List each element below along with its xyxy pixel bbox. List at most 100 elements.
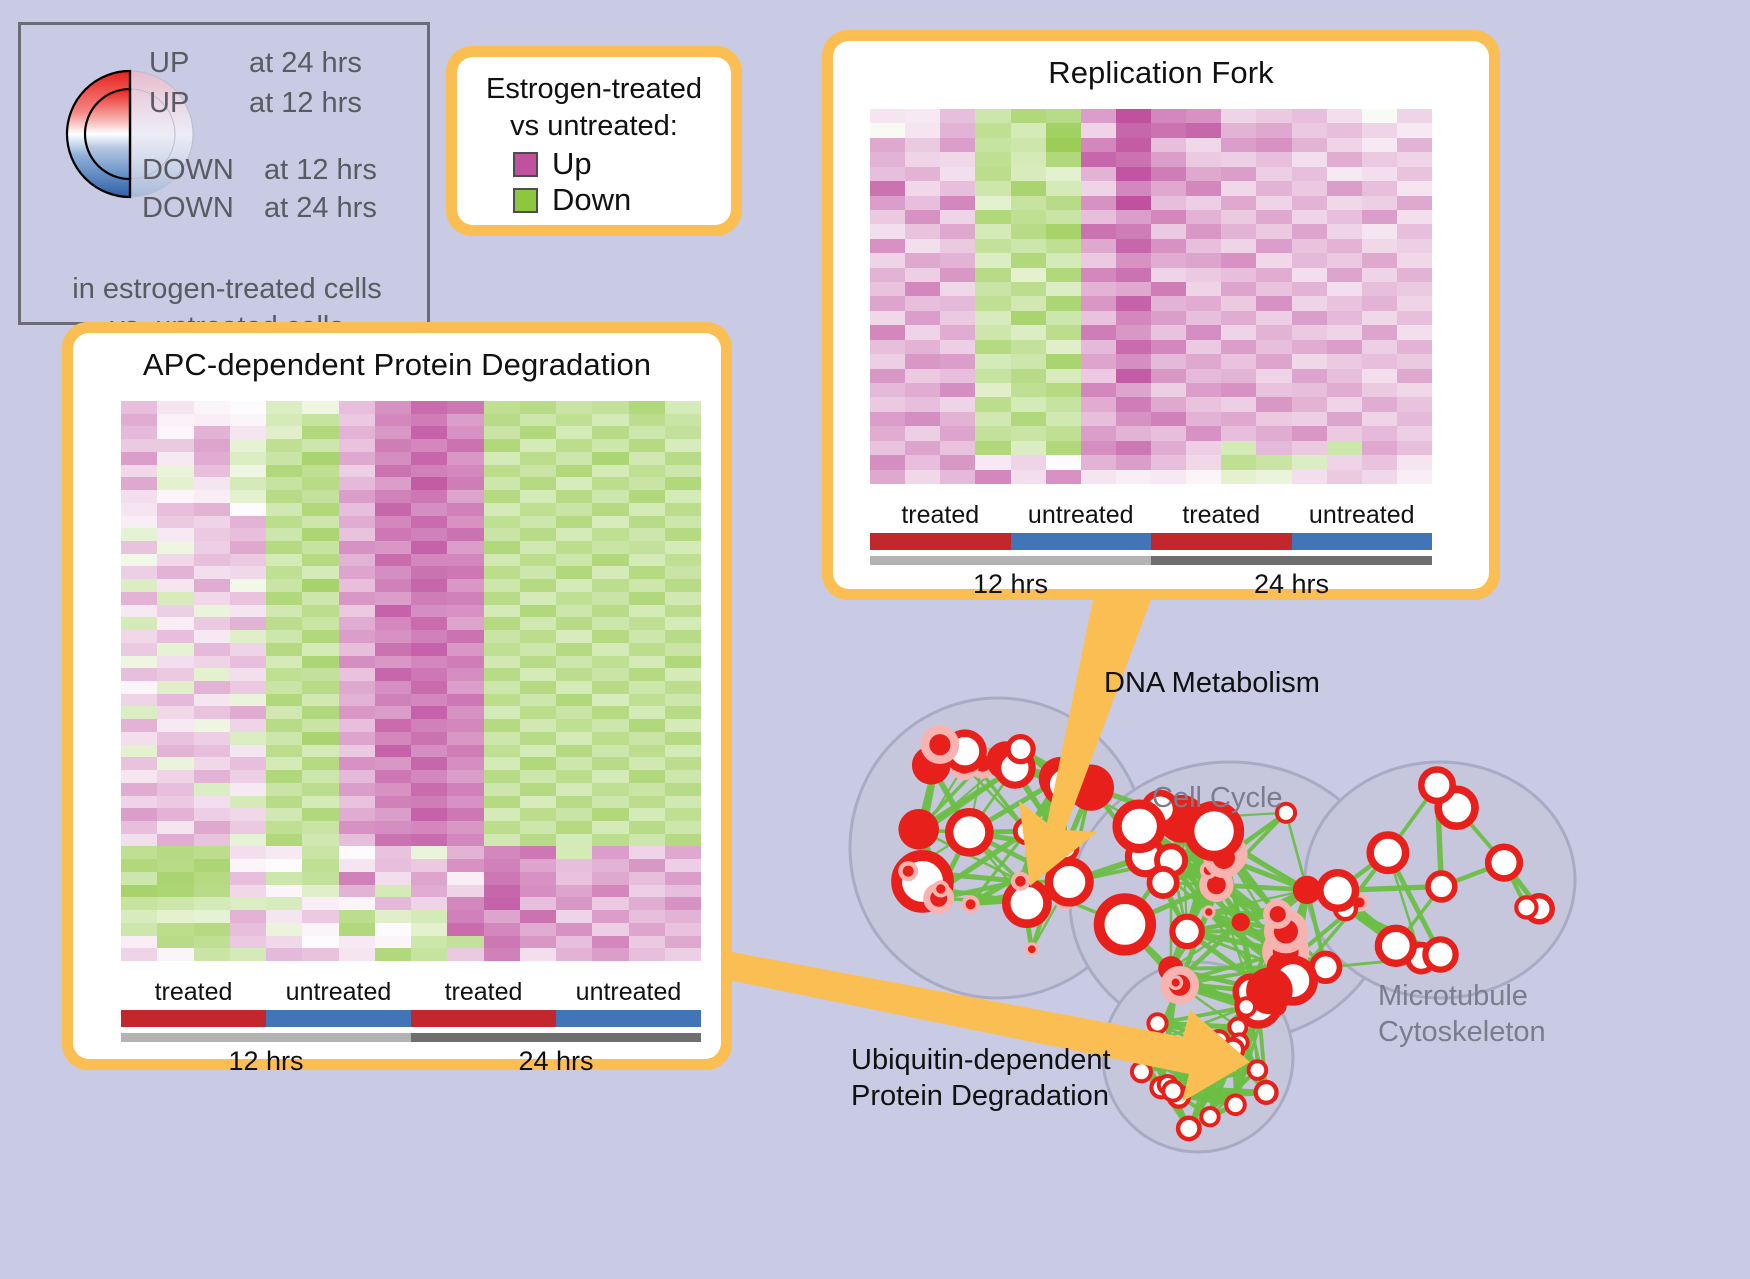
apc-time-labels: 12 hrs 24 hrs xyxy=(121,1046,701,1077)
network-node xyxy=(1316,868,1360,913)
network-node xyxy=(1161,1079,1185,1103)
network-node xyxy=(1292,875,1322,905)
axis-group-label: treated xyxy=(1182,501,1261,529)
axis-group-seg xyxy=(556,1010,701,1027)
axis-group-label: untreated xyxy=(575,978,682,1006)
network-node xyxy=(1207,875,1226,895)
estrogen-legend-title-line2: vs untreated: xyxy=(510,110,678,142)
network-node xyxy=(1005,733,1036,765)
replication-fork-time-labels: 12 hrs 24 hrs xyxy=(870,569,1432,600)
network-node xyxy=(1253,1079,1279,1105)
network-node xyxy=(944,807,994,857)
legend-label-down: Down xyxy=(552,182,632,217)
axis-time-seg xyxy=(870,556,1151,565)
axis-group-label: treated xyxy=(444,978,523,1006)
key-time-down-12: at 12 hrs xyxy=(264,154,377,186)
axis-group-label: untreated xyxy=(1027,501,1134,529)
legend-item-up: Up xyxy=(513,147,731,181)
network-node xyxy=(1146,1012,1169,1035)
apc-title: APC-dependent Protein Degradation xyxy=(142,347,652,382)
label-ubiquitin-degradation: Ubiquitin-dependent Protein Degradation xyxy=(851,1042,1111,1114)
network-node xyxy=(1231,913,1250,932)
network-node xyxy=(1051,833,1080,863)
apc-panel: APC-dependent Protein Degradation treate… xyxy=(62,322,732,1076)
apc-group-bar xyxy=(121,1010,701,1027)
network-node xyxy=(1129,1060,1153,1084)
axis-time-label: 12 hrs xyxy=(972,569,1049,599)
network-node xyxy=(1184,801,1245,862)
network-node xyxy=(965,899,976,910)
replication-fork-heatmap xyxy=(870,109,1432,484)
network-node xyxy=(1015,876,1026,887)
axis-group-seg xyxy=(1010,533,1151,550)
replication-fork-inner: Replication Fork treated untreated treated… xyxy=(833,41,1489,599)
replication-fork-time-bar xyxy=(870,556,1432,565)
network-node xyxy=(1246,967,1293,1015)
key-caption-line1: in estrogen-treated cells xyxy=(72,273,382,305)
network-node xyxy=(1001,878,1052,929)
axis-group-seg xyxy=(121,1010,266,1027)
network-node xyxy=(902,865,914,877)
network-svg xyxy=(848,696,1577,1154)
axis-group-label: treated xyxy=(901,501,980,529)
network-node xyxy=(1224,1093,1247,1117)
apc-group-labels: treated untreated treated untreated xyxy=(121,978,701,1007)
label-microtubule-line2: Cytoskeleton xyxy=(1378,1016,1546,1048)
up-down-donut-icon xyxy=(65,69,194,199)
network-node xyxy=(1246,1059,1269,1081)
network-node xyxy=(929,734,951,756)
estrogen-legend-title: Estrogen-treated vs untreated: xyxy=(457,57,731,145)
axis-time-seg xyxy=(1151,556,1432,565)
key-time-up-12: at 12 hrs xyxy=(249,87,362,119)
network-node xyxy=(936,884,946,894)
axis-group-label: treated xyxy=(154,978,233,1006)
network-node xyxy=(1484,843,1524,882)
network-node xyxy=(1417,766,1456,805)
axis-group-seg xyxy=(411,1010,556,1027)
network-node xyxy=(1425,870,1458,903)
key-zone-down-12: DOWN xyxy=(142,154,234,186)
network-node xyxy=(1235,996,1257,1018)
network-node xyxy=(1042,761,1088,807)
label-microtubule-cytoskeleton: Microtubule Cytoskeleton xyxy=(1378,978,1546,1050)
network-node xyxy=(1199,1106,1221,1128)
key-time-down-24: at 24 hrs xyxy=(264,192,377,224)
axis-group-seg xyxy=(870,533,1011,550)
network-node xyxy=(1220,1037,1246,1063)
network-node xyxy=(909,818,936,846)
axis-group-seg xyxy=(266,1010,411,1027)
axis-time-label: 24 hrs xyxy=(518,1046,594,1076)
label-dna-metabolism: DNA Metabolism xyxy=(1104,667,1320,699)
up-swatch-icon xyxy=(513,151,538,177)
label-ubiquitin-line2: Protein Degradation xyxy=(851,1080,1109,1112)
network-node xyxy=(1169,913,1205,950)
axis-group-label: untreated xyxy=(285,978,392,1006)
apc-heatmap xyxy=(121,401,701,961)
network-node xyxy=(1269,906,1286,923)
network-node xyxy=(1027,945,1036,954)
network-node xyxy=(1205,908,1213,916)
network-node xyxy=(1366,831,1410,875)
estrogen-legend-inner: Estrogen-treated vs untreated: Up Down xyxy=(457,57,731,225)
estrogen-legend-panel: Estrogen-treated vs untreated: Up Down xyxy=(446,46,742,236)
label-ubiquitin-line1: Ubiquitin-dependent xyxy=(851,1044,1111,1076)
key-time-up-24: at 24 hrs xyxy=(249,47,362,79)
label-cell-cycle: Cell Cycle xyxy=(1152,782,1283,814)
axis-group-seg xyxy=(1291,533,1432,550)
estrogen-legend-title-line1: Estrogen-treated xyxy=(485,73,702,105)
label-microtubule-line1: Microtubule xyxy=(1378,980,1528,1012)
network-node xyxy=(1514,895,1539,920)
axis-time-seg xyxy=(121,1033,411,1042)
colour-key-box: UP at 24 hrs UP at 12 hrs DOWN at 12 hrs… xyxy=(18,22,430,343)
legend-item-down: Down xyxy=(513,183,731,217)
axis-time-label: 12 hrs xyxy=(228,1046,304,1076)
down-swatch-icon xyxy=(513,187,538,213)
network-node xyxy=(1146,866,1180,899)
network-node xyxy=(1044,857,1094,907)
network-node xyxy=(1374,924,1417,967)
apc-time-bar xyxy=(121,1033,701,1042)
legend-label-up: Up xyxy=(552,146,592,181)
key-zone-down-24: DOWN xyxy=(142,192,234,224)
key-zone-up-12: UP xyxy=(149,87,190,119)
apc-axis: treated untreated treated untreated 12 hrs 2… xyxy=(121,978,701,1077)
